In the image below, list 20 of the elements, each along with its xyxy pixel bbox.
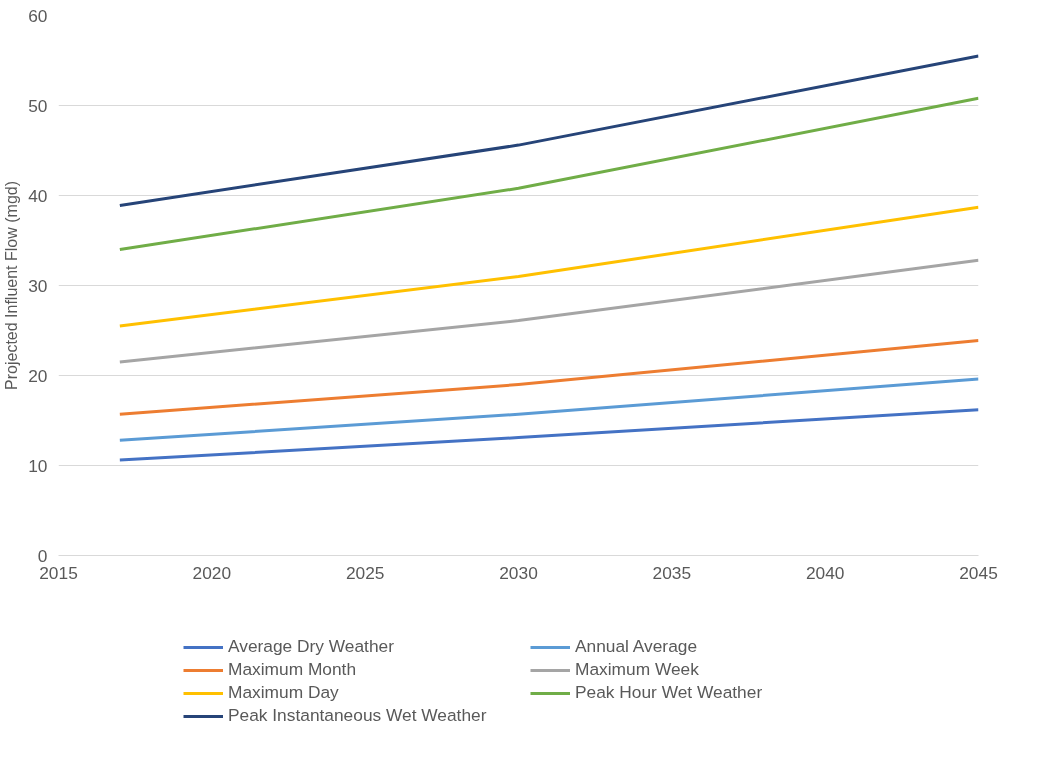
legend-label: Annual Average xyxy=(575,636,699,657)
legend-label: Maximum Month xyxy=(228,659,358,680)
legend-label: Maximum Day xyxy=(228,682,340,703)
legend-label: Peak Hour Wet Weather xyxy=(575,682,764,703)
x-tick-label: 2035 xyxy=(652,562,692,583)
y-tick-label: 10 xyxy=(28,455,48,476)
legend-label: Maximum Week xyxy=(575,659,700,680)
y-axis-title: Projected Influent Flow (mgd) xyxy=(3,181,21,390)
y-tick-label: 60 xyxy=(28,5,48,26)
y-tick-label: 50 xyxy=(28,95,48,116)
x-tick-label: 2040 xyxy=(805,562,845,583)
y-tick-label: 20 xyxy=(28,365,48,386)
legend-label: Peak Instantaneous Wet Weather xyxy=(228,705,488,726)
x-tick-label: 2020 xyxy=(192,562,232,583)
x-tick-label: 2045 xyxy=(959,562,998,583)
y-tick-label: 40 xyxy=(28,185,48,206)
x-tick-label: 2025 xyxy=(345,562,385,583)
x-tick-label: 2030 xyxy=(499,562,538,583)
legend-label: Average Dry Weather xyxy=(228,636,395,657)
y-tick-label: 30 xyxy=(28,275,48,296)
